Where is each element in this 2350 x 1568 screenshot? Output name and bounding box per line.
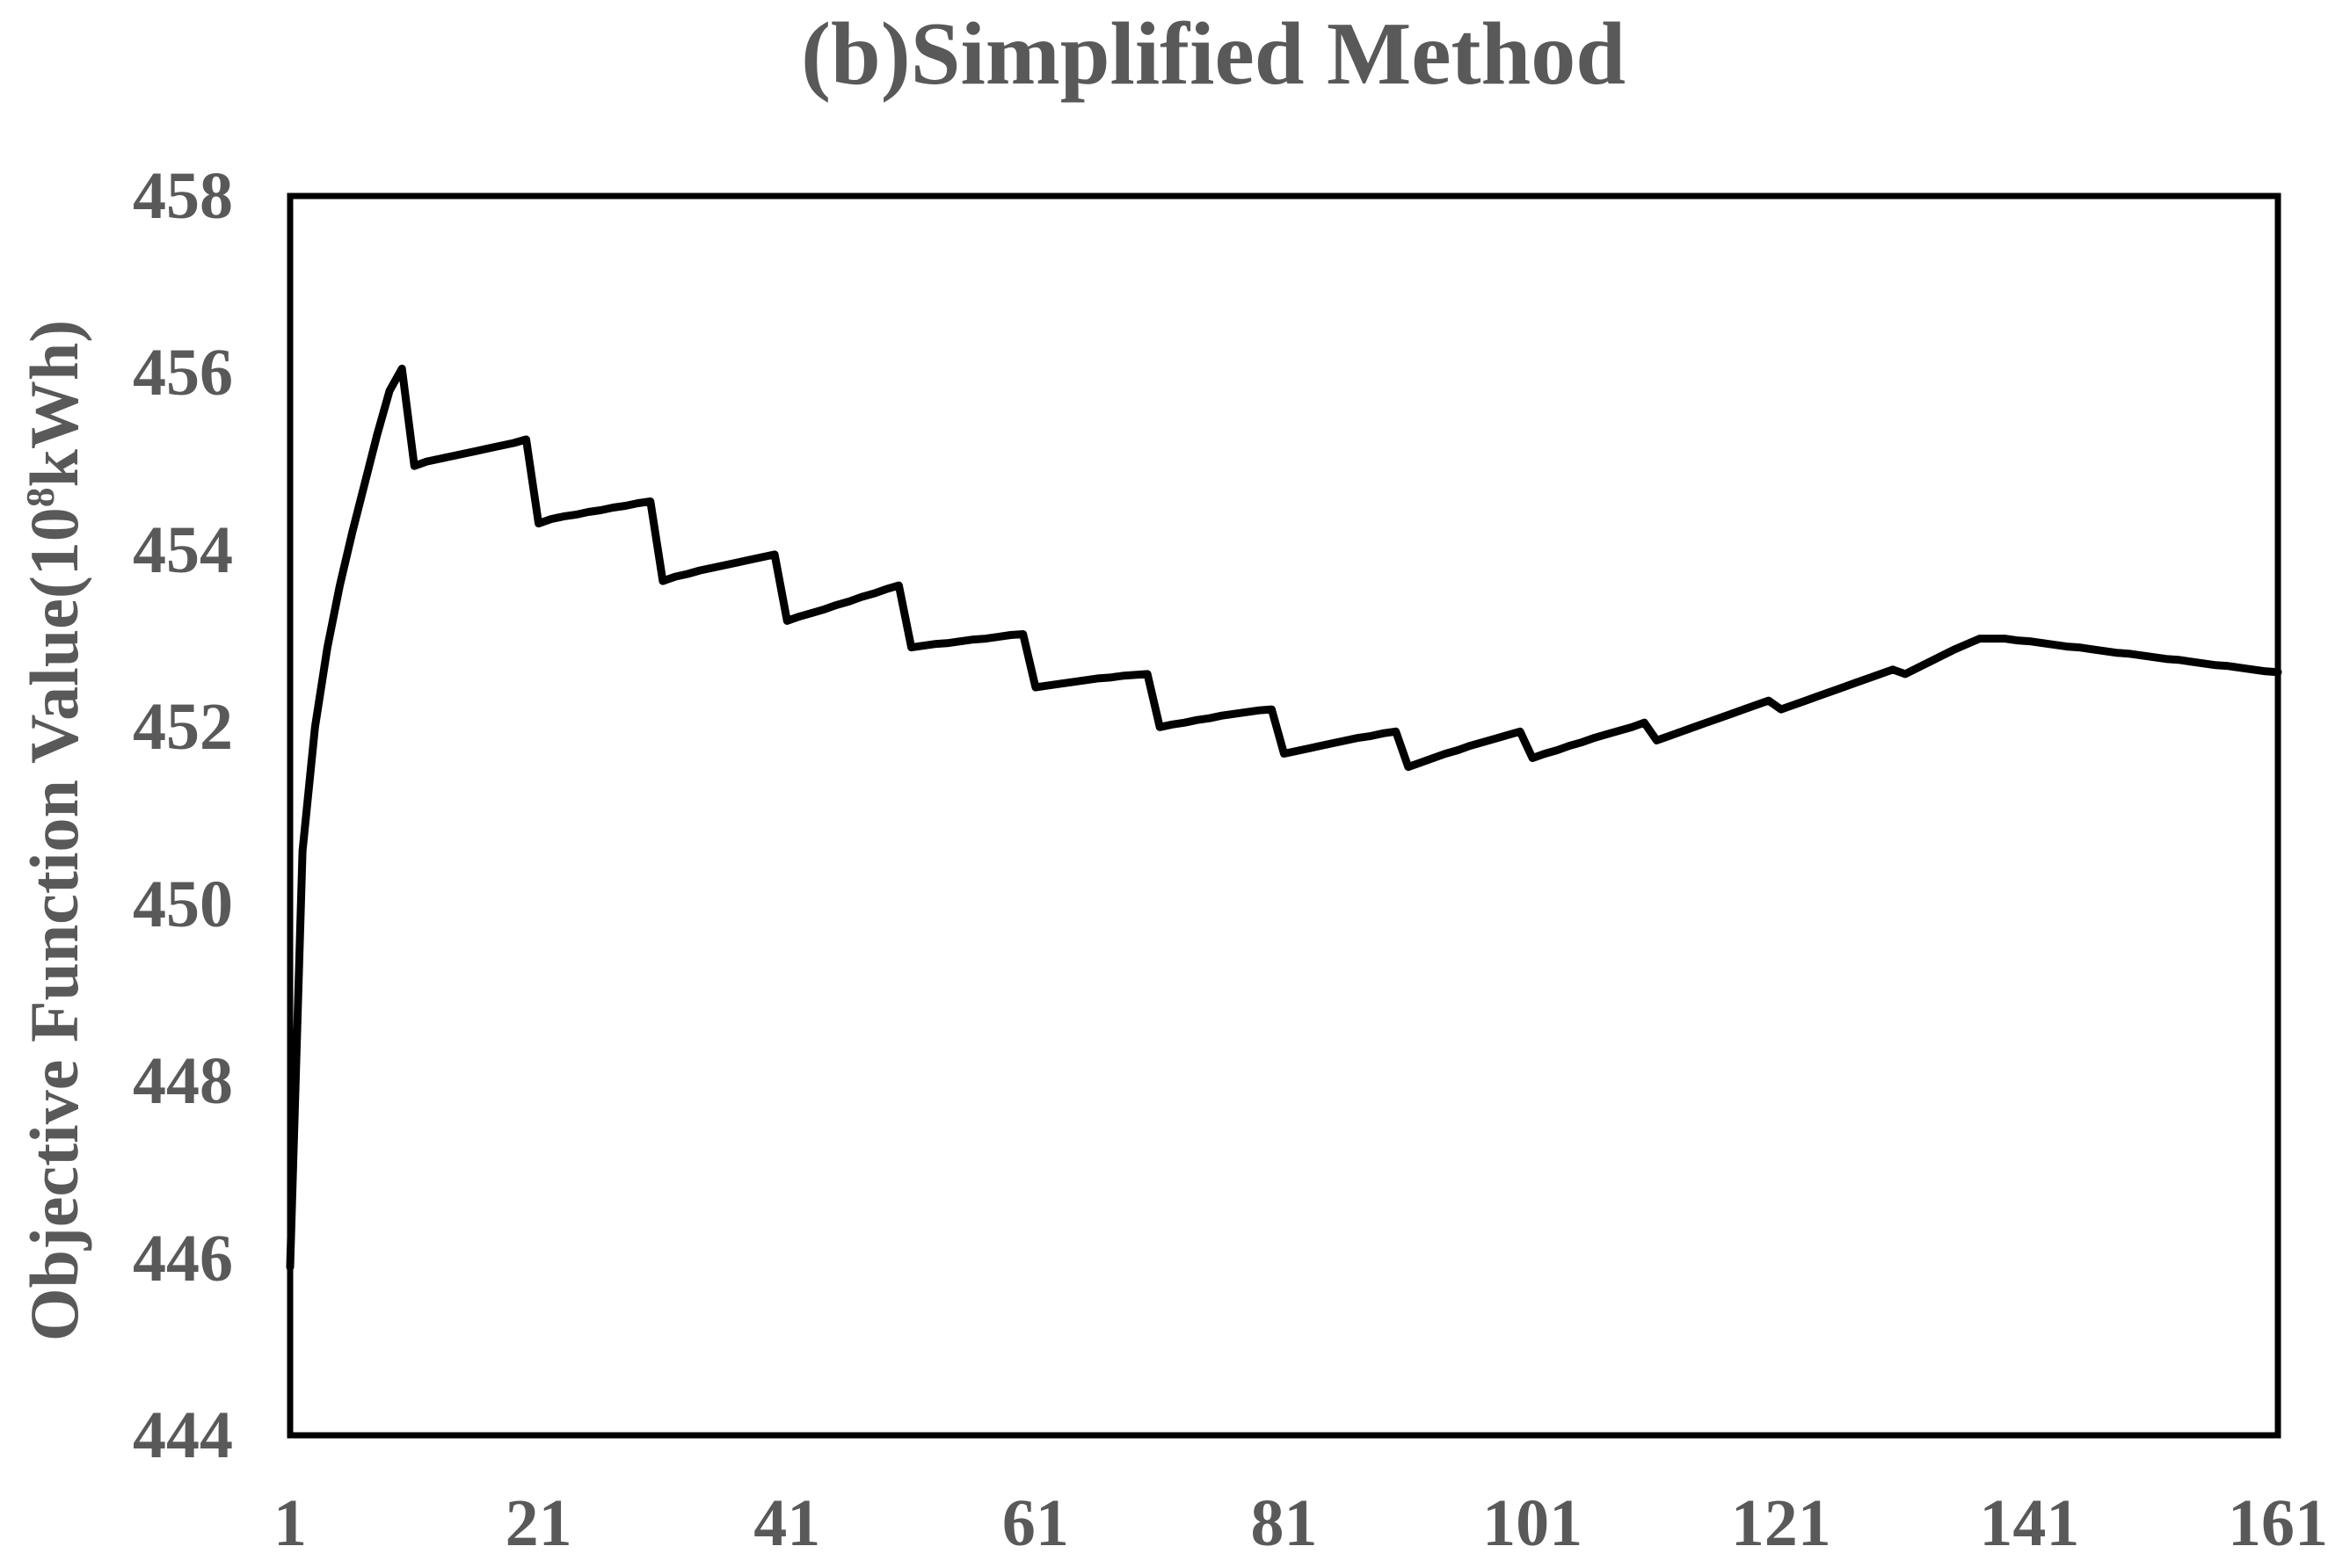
y-tick-label: 452 <box>133 690 233 765</box>
plot-border <box>287 192 2281 1439</box>
x-tick-label: 1 <box>273 1486 307 1560</box>
y-tick-label: 446 <box>133 1221 233 1296</box>
y-tick-label: 450 <box>133 867 233 941</box>
x-tick-label: 121 <box>1730 1486 1831 1560</box>
y-tick-label: 448 <box>133 1044 233 1119</box>
x-tick-label: 161 <box>2228 1486 2328 1560</box>
x-tick-label: 61 <box>1001 1486 1069 1560</box>
y-tick-label: 444 <box>133 1398 233 1472</box>
x-tick-label: 141 <box>1979 1486 2080 1560</box>
series-line <box>286 364 2282 1272</box>
y-tick-label: 456 <box>133 336 233 410</box>
x-tick-label: 81 <box>1250 1486 1318 1560</box>
y-tick-label: 454 <box>133 512 233 587</box>
x-tick-label: 41 <box>753 1486 821 1560</box>
y-tick-label: 458 <box>133 159 233 233</box>
x-tick-label: 101 <box>1482 1486 1583 1560</box>
x-tick-label: 21 <box>505 1486 572 1560</box>
chart-title: (b)Simplified Method <box>801 4 1626 104</box>
